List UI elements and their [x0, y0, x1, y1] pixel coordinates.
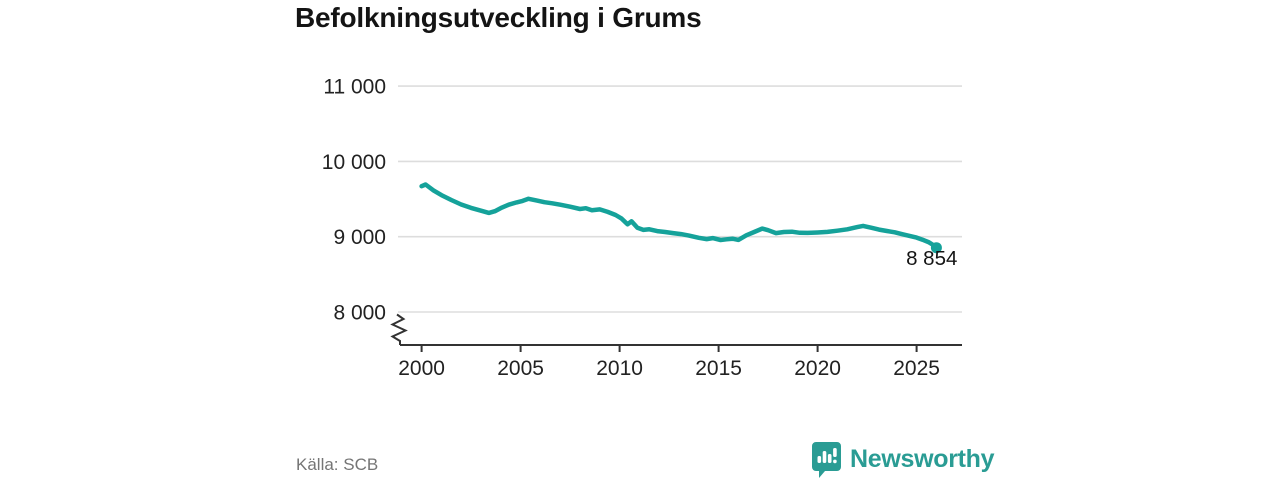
x-tick-label: 2010 — [596, 357, 643, 380]
newsworthy-logo-text: Newsworthy — [850, 445, 995, 473]
chart-title: Befolkningsutveckling i Grums — [295, 2, 702, 33]
latest-value-label: 8 854 — [906, 247, 957, 270]
x-tick-label: 2015 — [695, 357, 742, 380]
y-tick-label: 10 000 — [322, 151, 386, 174]
y-tick-label: 9 000 — [333, 226, 386, 249]
newsworthy-logo-icon — [812, 442, 841, 478]
population-series-line — [419, 182, 939, 250]
x-tick-label: 2000 — [398, 357, 445, 380]
x-tick-label: 2005 — [497, 357, 544, 380]
source-note: Källa: SCB — [296, 455, 379, 474]
x-tick-label: 2020 — [794, 357, 841, 380]
y-tick-label: 8 000 — [333, 302, 386, 325]
logo-bubble-shape — [812, 442, 841, 478]
x-tick-label: 2025 — [893, 357, 940, 380]
y-axis-break-zigzag — [390, 313, 408, 345]
y-tick-label: 11 000 — [323, 76, 386, 99]
newsworthy-logo: Newsworthy — [811, 441, 995, 478]
latest-value-dot — [930, 242, 942, 254]
logo-barchart-glyph — [817, 448, 837, 464]
